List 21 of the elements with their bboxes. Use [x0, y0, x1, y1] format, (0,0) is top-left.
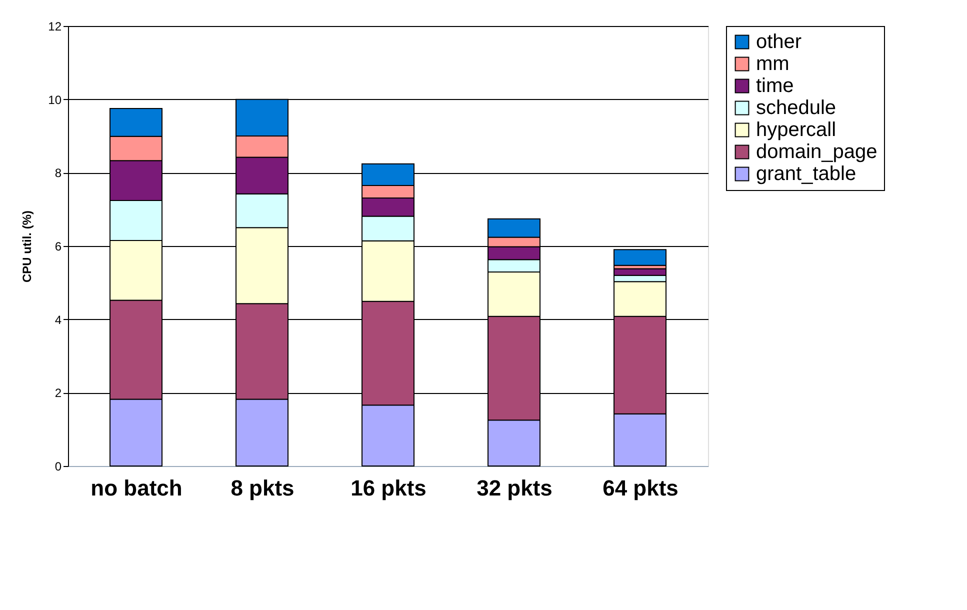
- legend-label: hypercall: [756, 119, 836, 141]
- x-tick-label: 16 pkts: [350, 476, 426, 500]
- y-tick-label: 6: [54, 240, 62, 254]
- y-tick-label: 0: [54, 460, 62, 474]
- legend-label: grant_table: [756, 163, 856, 185]
- y-tick-label: 10: [48, 92, 62, 107]
- legend-label: schedule: [756, 97, 836, 119]
- x-tick-label: 32 pkts: [476, 476, 552, 500]
- y-tick-label: 2: [54, 386, 62, 400]
- bar: [614, 249, 666, 266]
- y-tick-label: 12: [48, 20, 62, 34]
- x-tick-label: 64 pkts: [602, 476, 678, 500]
- y-tick-label: 8: [54, 166, 62, 180]
- x-tick-label: 8 pkts: [230, 476, 294, 500]
- y-axis-title: CPU util. (%): [20, 210, 34, 282]
- legend-label: other: [756, 31, 802, 53]
- y-tick-label: 4: [54, 312, 62, 327]
- legend-label: domain_page: [756, 141, 878, 163]
- legend-label: mm: [756, 53, 790, 75]
- x-tick-label: no batch: [90, 476, 182, 500]
- legend-label: time: [756, 75, 794, 97]
